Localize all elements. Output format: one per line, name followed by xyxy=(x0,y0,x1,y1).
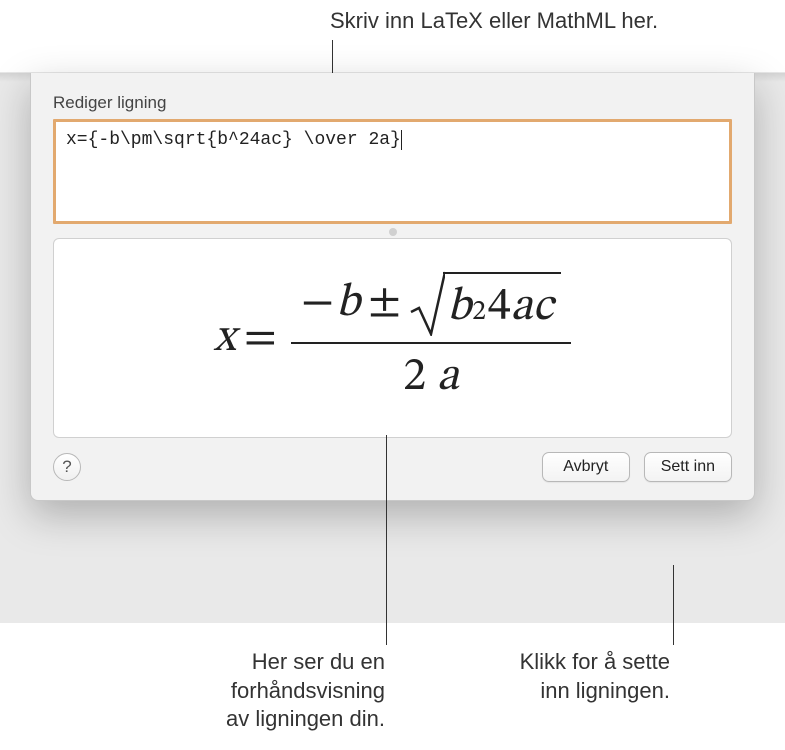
formula-x: x xyxy=(214,309,236,367)
equation-preview: x = − b ± b 2 4 a xyxy=(53,238,732,438)
radicand: b 2 4 a c xyxy=(443,272,561,336)
rendered-formula: x = − b ± b 2 4 a xyxy=(214,270,572,406)
var-a-num: a xyxy=(511,278,533,336)
var-b: b xyxy=(336,274,360,332)
equals-sign: = xyxy=(244,309,277,367)
latex-input[interactable]: x={-b\pm\sqrt{b^24ac} \over 2a} xyxy=(53,119,732,224)
callout-insert: Klikk for å sette inn ligningen. xyxy=(470,648,670,705)
var-a-denom: a xyxy=(437,354,459,400)
latex-input-value: x={-b\pm\sqrt{b^24ac} \over 2a} xyxy=(66,130,401,150)
const-2: 2 xyxy=(403,354,426,400)
callout-input: Skriv inn LaTeX eller MathML her. xyxy=(330,8,658,34)
callout-preview-line3: av ligningen din. xyxy=(226,706,385,731)
cancel-button[interactable]: Avbryt xyxy=(542,452,630,482)
var-b-squared: b xyxy=(447,278,471,336)
button-group: Avbryt Sett inn xyxy=(542,452,732,482)
plus-minus-sign: ± xyxy=(368,274,401,332)
callout-line-preview xyxy=(386,435,387,645)
callout-insert-line1: Klikk for å sette xyxy=(520,649,670,674)
callout-insert-line2: inn ligningen. xyxy=(540,678,670,703)
callout-preview-line1: Her ser du en xyxy=(252,649,385,674)
callout-preview-line2: forhåndsvisning xyxy=(231,678,385,703)
callout-preview: Her ser du en forhåndsvisning av ligning… xyxy=(160,648,385,734)
insert-button[interactable]: Sett inn xyxy=(644,452,732,482)
text-cursor xyxy=(401,130,402,150)
const-4: 4 xyxy=(488,278,511,336)
connector-dot xyxy=(389,228,397,236)
minus-sign: − xyxy=(301,274,334,332)
exponent-2: 2 xyxy=(472,295,486,330)
callout-line-insert xyxy=(673,565,674,645)
square-root: b 2 4 a c xyxy=(409,270,561,336)
denominator: 2 a xyxy=(403,344,459,406)
dialog-title: Rediger ligning xyxy=(53,93,732,113)
input-preview-connector xyxy=(53,224,732,238)
equation-editor-dialog: Rediger ligning x={-b\pm\sqrt{b^24ac} \o… xyxy=(30,73,755,501)
radical-symbol xyxy=(409,270,445,336)
var-c: c xyxy=(533,278,554,336)
fraction: − b ± b 2 4 a c xyxy=(291,270,571,406)
help-button[interactable]: ? xyxy=(53,453,81,481)
numerator: − b ± b 2 4 a c xyxy=(291,270,571,344)
dialog-button-row: ? Avbryt Sett inn xyxy=(53,452,732,482)
